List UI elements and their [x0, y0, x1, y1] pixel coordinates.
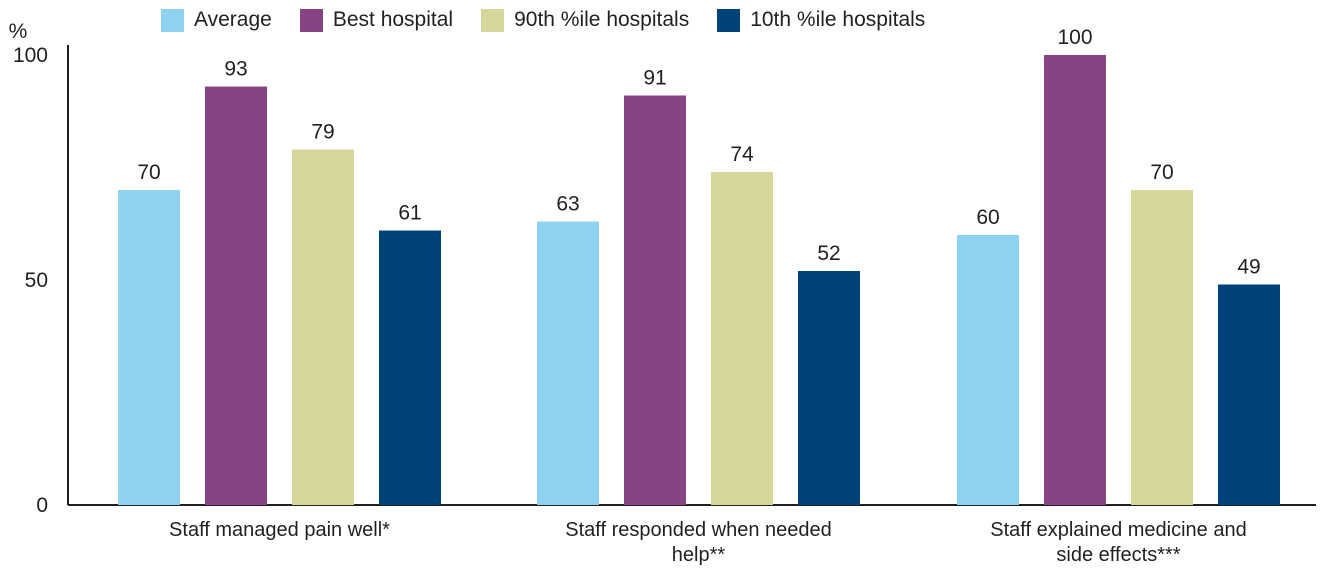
bar-value-label: 61 — [398, 202, 421, 225]
bar — [957, 235, 1019, 505]
bar-value-label: 52 — [817, 242, 840, 265]
bar — [205, 87, 267, 506]
bar-value-label: 79 — [311, 121, 334, 144]
bar-value-label: 49 — [1237, 256, 1260, 279]
x-tick-label: Staff managed pain well* — [169, 519, 390, 541]
bar-value-label: 70 — [137, 161, 160, 184]
bar-value-label: 70 — [1150, 161, 1173, 184]
y-axis-label: % — [9, 20, 28, 43]
x-tick-label: help** — [672, 544, 726, 566]
y-tick-label: 0 — [36, 494, 48, 517]
x-tick-label: Staff responded when needed — [565, 519, 832, 541]
bar — [292, 150, 354, 506]
bar-value-label: 74 — [730, 143, 754, 166]
bar-value-label: 63 — [556, 193, 579, 216]
bar — [1218, 285, 1280, 506]
y-tick-label: 50 — [25, 269, 48, 292]
bar-value-label: 91 — [643, 67, 666, 90]
bar — [118, 190, 180, 505]
bar — [711, 172, 773, 505]
bar-value-label: 60 — [976, 206, 999, 229]
bar-value-label: 93 — [224, 58, 247, 81]
bar — [379, 231, 441, 506]
bar — [1044, 55, 1106, 505]
bar — [798, 271, 860, 505]
y-tick-label: 100 — [13, 44, 48, 67]
bar — [624, 96, 686, 506]
bar — [1131, 190, 1193, 505]
x-tick-label: Staff explained medicine and — [990, 519, 1246, 541]
bar — [537, 222, 599, 506]
bar-value-label: 100 — [1057, 26, 1092, 49]
x-tick-label: side effects*** — [1056, 544, 1180, 566]
